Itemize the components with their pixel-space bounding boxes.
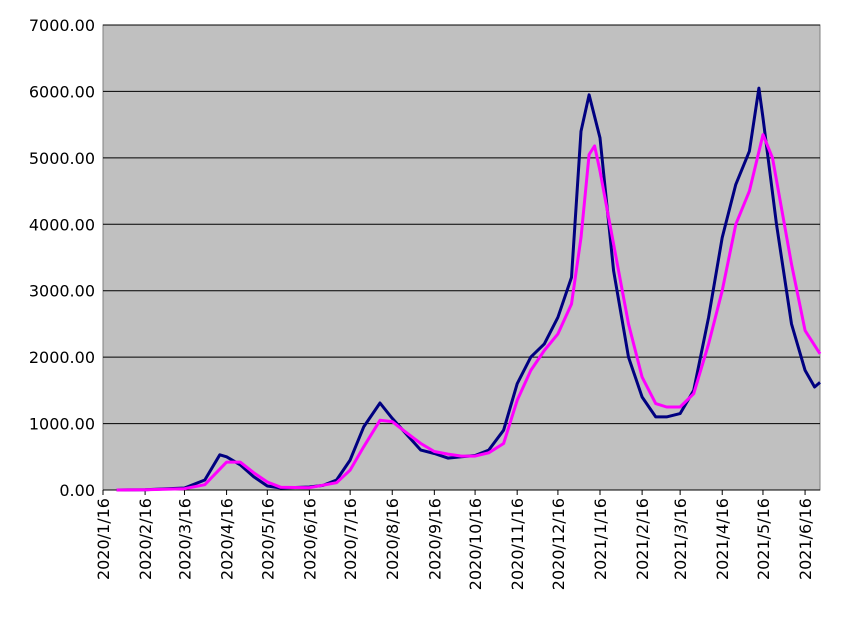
x-tick-label: 2020/7/16	[341, 498, 360, 580]
y-tick-label: 6000.00	[29, 82, 95, 101]
y-tick-label: 1000.00	[29, 415, 95, 434]
x-tick-label: 2020/4/16	[218, 498, 237, 580]
y-tick-label: 3000.00	[29, 282, 95, 301]
x-tick-label: 2021/2/16	[633, 498, 652, 580]
x-tick-label: 2021/1/16	[591, 498, 610, 580]
x-tick-label: 2021/6/16	[796, 498, 815, 580]
x-tick-label: 2020/2/16	[136, 498, 155, 580]
plot-area	[102, 24, 821, 491]
x-tick-label: 2021/5/16	[754, 498, 773, 580]
y-tick-label: 0.00	[59, 481, 95, 500]
x-tick-label: 2020/12/16	[549, 498, 568, 590]
series-line	[116, 133, 822, 492]
y-tick-label: 4000.00	[29, 215, 95, 234]
x-tick-label: 2020/3/16	[175, 498, 194, 580]
x-tick-label: 2020/6/16	[300, 498, 319, 580]
x-tick-label: 2020/10/16	[466, 498, 485, 590]
series-line	[116, 86, 821, 492]
x-tick-label: 2021/3/16	[671, 498, 690, 580]
y-tick-label: 2000.00	[29, 348, 95, 367]
y-tick-label: 7000.00	[29, 16, 95, 35]
x-tick-label: 2020/1/16	[94, 498, 113, 580]
x-tick-label: 2020/5/16	[258, 498, 277, 580]
x-tick-label: 2021/4/16	[713, 498, 732, 580]
x-tick-label: 2020/9/16	[425, 498, 444, 580]
x-tick-label: 2020/8/16	[383, 498, 402, 580]
y-tick-label: 5000.00	[29, 149, 95, 168]
x-tick-label: 2020/11/16	[508, 498, 527, 590]
